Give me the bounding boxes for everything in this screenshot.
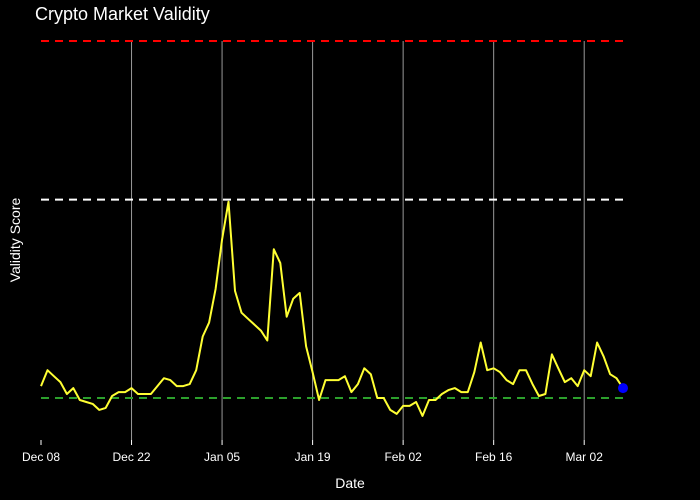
y-axis-label: Validity Score — [7, 198, 23, 283]
series-line — [40, 200, 624, 417]
x-tick-label: Feb 16 — [475, 450, 513, 464]
x-tick-label: Dec 22 — [113, 450, 151, 464]
x-tick-label: Jan 05 — [204, 450, 240, 464]
chart-title: Crypto Market Validity — [35, 4, 210, 24]
x-axis: Dec 08 Dec 22 Jan 05 Jan 19 Feb 02 Feb 16 Mar … — [22, 440, 603, 464]
x-tick-label: Feb 02 — [384, 450, 422, 464]
latest-point-marker — [618, 383, 628, 394]
x-tick-label: Mar 02 — [566, 450, 604, 464]
series-layer — [40, 200, 628, 417]
x-gridlines — [131, 41, 585, 440]
x-tick-label: Dec 08 — [22, 450, 60, 464]
reference-lines — [41, 40, 623, 399]
x-tick-label: Jan 19 — [295, 450, 331, 464]
x-axis-label: Date — [335, 475, 365, 491]
